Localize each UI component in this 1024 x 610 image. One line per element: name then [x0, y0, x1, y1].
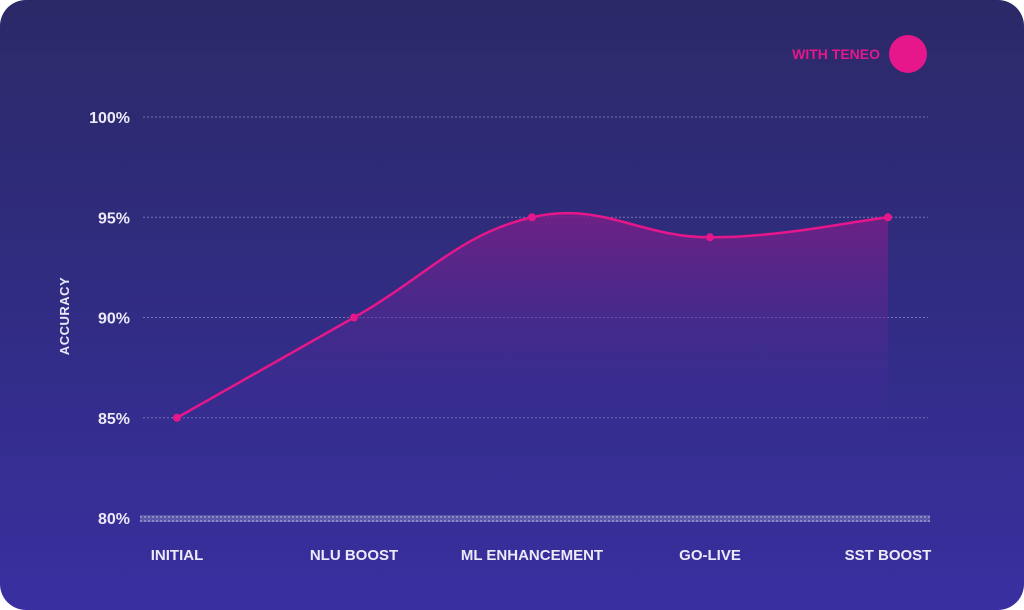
- legend-label: WITH TENEO: [792, 46, 880, 62]
- y-tick-label: 80%: [98, 511, 130, 528]
- data-point: [528, 213, 536, 222]
- y-tick-label: 90%: [98, 311, 130, 328]
- legend-swatch: [889, 35, 927, 73]
- y-tick-label: 85%: [98, 411, 130, 428]
- x-category-label: GO-LIVE: [679, 547, 741, 564]
- x-category-label: ML ENHANCEMENT: [461, 547, 603, 564]
- area-layer: [173, 212, 892, 438]
- x-category-label: SST BOOST: [845, 547, 932, 564]
- series-area-fill: [177, 213, 888, 438]
- data-point: [706, 233, 714, 242]
- x-axis-baseline: [140, 515, 930, 522]
- data-point: [884, 213, 892, 222]
- data-point: [350, 313, 358, 322]
- y-axis-ticks: 80% 85% 90% 95% 100%: [89, 110, 130, 528]
- x-axis-categories: INITIAL NLU BOOST ML ENHANCEMENT GO-LIVE SST…: [151, 547, 932, 564]
- data-point: [173, 413, 181, 422]
- x-category-label: NLU BOOST: [310, 547, 398, 564]
- x-category-label: INITIAL: [151, 547, 204, 564]
- y-tick-label: 100%: [89, 110, 130, 127]
- y-axis-label: ACCURACY: [57, 277, 72, 355]
- legend: WITH TENEO: [792, 35, 927, 73]
- y-tick-label: 95%: [98, 210, 130, 227]
